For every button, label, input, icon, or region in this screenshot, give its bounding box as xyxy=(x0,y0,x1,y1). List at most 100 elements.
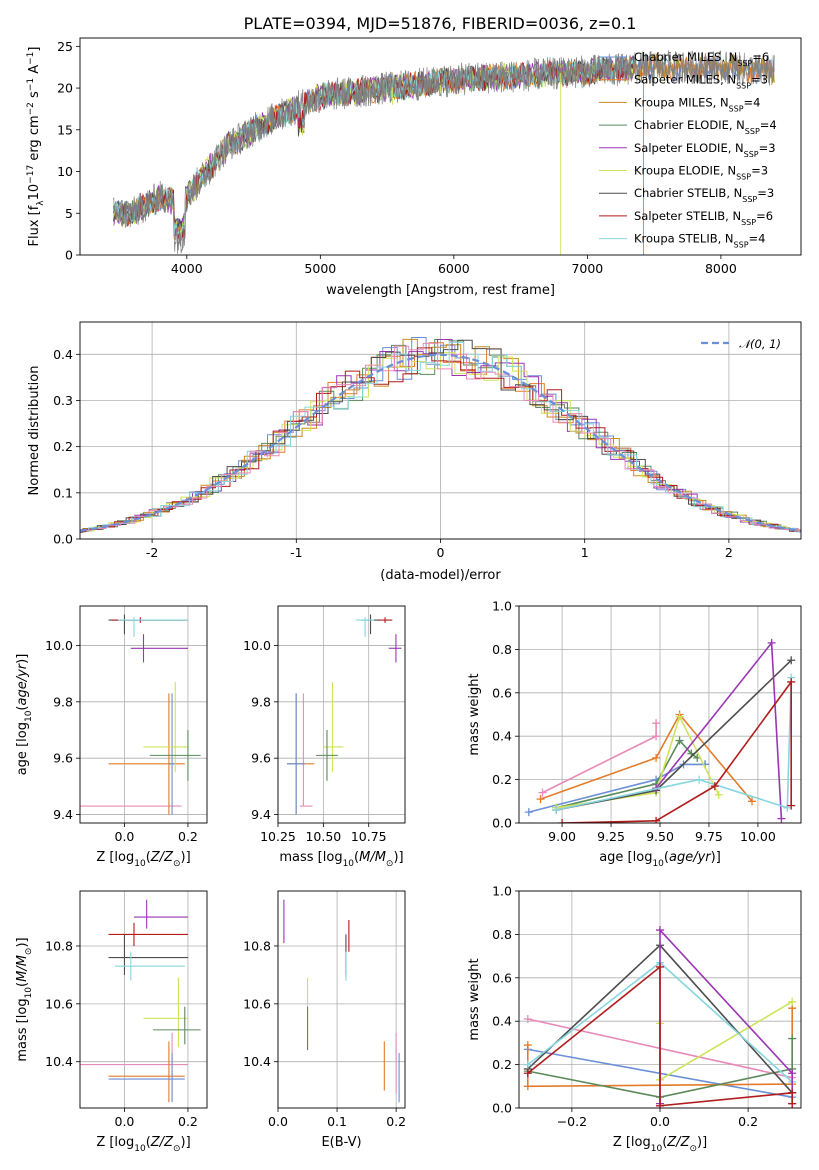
y-axis-label: Normed distribution xyxy=(27,366,42,496)
weight-line-kroupa_stelib xyxy=(556,677,792,811)
weight-marker-salpeter_stelib xyxy=(788,1099,797,1108)
histogram-step-salpeter_stelib xyxy=(80,347,801,533)
x-axis-label: E(B-V) xyxy=(321,1135,361,1150)
x-axis-label: (data-model)/error xyxy=(380,568,501,583)
legend-entry-sub: SSP xyxy=(729,104,744,113)
weight-marker-salpeter_stelib xyxy=(523,1069,532,1078)
y-tick-label: 0.6 xyxy=(492,970,512,985)
y-axis-label-part: −17 xyxy=(26,165,36,184)
legend-entry-sub: SSP xyxy=(736,81,751,90)
weight-marker-salpeter_elodie xyxy=(788,1069,797,1078)
x-axis-label-part: )] xyxy=(181,1135,191,1150)
x-axis-label-part: ( xyxy=(664,850,669,865)
weight-marker-kroupa_stelib xyxy=(523,1060,532,1069)
x-tick-label: 10.50 xyxy=(305,829,341,844)
x-axis-label-part: )] xyxy=(393,850,403,865)
x-tick-label: 7000 xyxy=(571,261,603,276)
mass-vs-ebv-panel: 0.0 0.1 0.2 10.4 10.6 10.8 E(B-V) xyxy=(243,890,406,1150)
x-axis-label-part: ⊙ xyxy=(173,1144,181,1154)
axes-frame xyxy=(79,321,802,540)
legend-entry: Salpeter ELODIE, NSSP=3 xyxy=(634,141,776,159)
x-tick-label: 0 xyxy=(437,545,445,560)
y-tick-label: 0.4 xyxy=(53,347,73,362)
x-axis-label-part: ⊙ xyxy=(386,859,394,869)
y-axis-label: mass [log10(M/M⊙)] xyxy=(15,937,34,1061)
legend-entry-suffix: =4 xyxy=(749,232,766,246)
spectrum-panel: 4000 5000 6000 7000 8000 0 5 10 15 20 25 wavelength… xyxy=(26,37,802,298)
x-tick-label: 5000 xyxy=(304,261,336,276)
y-tick-label: 0 xyxy=(65,248,73,263)
y-tick-label: 0.2 xyxy=(53,439,73,454)
y-axis-label-part: 10 xyxy=(24,987,34,999)
legend-entry: Kroupa STELIB, NSSP=4 xyxy=(634,232,765,250)
y-tick-label: 10 xyxy=(57,164,73,179)
weight-series xyxy=(524,638,796,823)
weight-marker-salpeter_stelib xyxy=(652,816,661,823)
legend-entry-suffix: =3 xyxy=(751,164,768,178)
legend-entry-suffix: =3 xyxy=(751,73,768,87)
y-axis-label-part: λ xyxy=(36,200,46,206)
x-tick-label: 8000 xyxy=(705,261,737,276)
legend-entry: Chabrier ELODIE, NSSP=4 xyxy=(634,118,777,136)
y-tick-label: 5 xyxy=(65,206,73,221)
spectrum-lines xyxy=(113,50,775,255)
legend-entry-suffix: =4 xyxy=(744,95,761,109)
residual-histogram-panel: -2 -1 0 1 2 0.0 0.1 0.2 0.3 0.4 (data-model)/error… xyxy=(27,321,802,583)
axes-frame xyxy=(277,890,406,1109)
x-axis-label-part: ⊙ xyxy=(689,1144,697,1154)
weight-line-chabrier_elodie xyxy=(527,1038,793,1099)
legend-entry: Kroupa ELODIE, NSSP=3 xyxy=(634,164,768,182)
x-axis-label: Z [log10(Z/Z⊙)] xyxy=(96,1135,190,1154)
y-tick-label: 10.0 xyxy=(45,638,73,653)
y-tick-label: 10.4 xyxy=(243,1054,271,1069)
x-tick-label: 0.1 xyxy=(327,1114,347,1129)
weight-line-salpeter_miles xyxy=(540,713,753,802)
mass-vs-metallicity-panel: 0.0 0.210.410.610.8Z [log10(Z/Z⊙)]mass [l… xyxy=(15,890,208,1154)
y-tick-label: 20 xyxy=(57,81,73,96)
x-axis-label-part: ( xyxy=(354,850,359,865)
weight-marker-salpeter_stelib xyxy=(656,1101,664,1108)
x-axis-label: age [log10(age/yr)] xyxy=(599,850,721,869)
legend-entry-suffix: =4 xyxy=(760,118,777,132)
x-axis-label: wavelength [Angstrom, rest frame] xyxy=(326,283,555,298)
weight-marker-salpeter_miles xyxy=(523,1082,532,1091)
histogram-series xyxy=(80,337,801,534)
axes-frame xyxy=(277,605,406,824)
y-axis-label-part: M/M xyxy=(15,955,30,982)
x-axis-label-part: ( xyxy=(146,1135,151,1150)
legend-entry-text: Chabrier MILES, N xyxy=(634,50,737,64)
y-tick-label: 0.8 xyxy=(492,642,512,657)
y-axis-label-part: 10 xyxy=(27,184,42,201)
x-axis-label-part: )] xyxy=(697,1135,707,1150)
axes-frame xyxy=(518,605,802,824)
legend-entry: Salpeter MILES, NSSP=3 xyxy=(634,73,768,91)
weight-marker-salpeter_miles xyxy=(652,753,661,762)
weight-marker-pink xyxy=(652,732,661,741)
y-tick-label: 9.4 xyxy=(53,807,73,822)
y-axis-label: age [log10(age/yr)] xyxy=(15,654,34,776)
y-axis-label-part: age/yr xyxy=(15,662,30,705)
y-axis-label-part: −1 xyxy=(26,52,36,65)
weight-marker-pink xyxy=(538,788,547,797)
x-tick-label: 10.75 xyxy=(351,829,387,844)
x-axis-label-part: Z [log xyxy=(613,1135,651,1150)
legend-entry: Kroupa MILES, NSSP=4 xyxy=(634,95,760,113)
x-tick-label: 0.0 xyxy=(268,1114,288,1129)
legend-entry-text: Salpeter ELODIE, N xyxy=(634,141,744,155)
legend-entry: 𝒩(0, 1) xyxy=(739,337,781,351)
y-tick-label: 15 xyxy=(57,122,73,137)
histogram-step-kroupa_stelib xyxy=(80,341,801,533)
x-axis-label-part: ( xyxy=(146,850,151,865)
legend-entry: Salpeter STELIB, NSSP=6 xyxy=(634,209,773,227)
weight-vs-age-panel: 9.00 9.25 9.50 9.75 10.00 0.0 0.2 0.4 0.6 0.8 1.0 a… xyxy=(467,599,802,869)
y-axis-label-part: ( xyxy=(15,982,30,987)
y-tick-label: 10.4 xyxy=(45,1054,73,1069)
axes-frame xyxy=(79,890,208,1109)
y-tick-label: 9.4 xyxy=(251,807,271,822)
y-axis-label-part: 10 xyxy=(24,710,34,722)
y-tick-label: 10.0 xyxy=(243,638,271,653)
legend-entry-suffix: =3 xyxy=(759,141,776,155)
axes-frame xyxy=(518,890,802,1109)
y-axis-label-part: erg cm xyxy=(27,115,42,164)
x-tick-label: 0.2 xyxy=(738,1114,758,1129)
